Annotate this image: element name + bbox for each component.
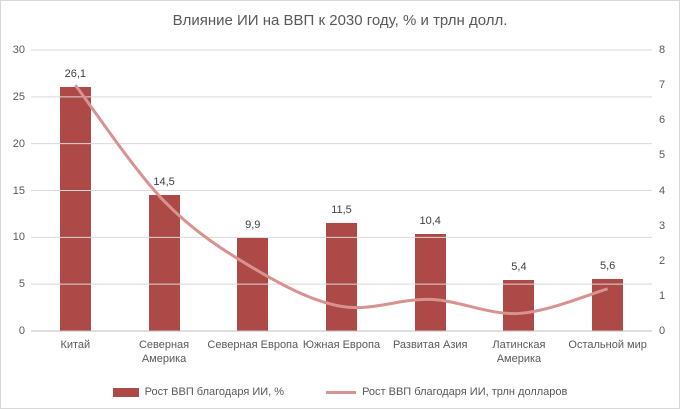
category-label: Остальной мир — [568, 339, 647, 351]
category-label: Северная Европа — [207, 339, 299, 351]
bar-value-label: 26,1 — [64, 67, 87, 80]
right-axis-tick-label: 8 — [659, 44, 666, 56]
left-axis-tick-label: 15 — [12, 184, 25, 197]
chart-title: Влияние ИИ на ВВП к 2030 году, % и трлн … — [172, 12, 508, 29]
right-axis-tick-label: 4 — [659, 184, 666, 197]
category-label: Южная Европа — [302, 339, 381, 351]
left-axis-tick-label: 5 — [18, 278, 25, 291]
bar-value-label: 9,9 — [245, 219, 261, 232]
bar-series-swatch-icon — [112, 387, 139, 397]
bar-Латинская Америка — [503, 280, 535, 331]
bar-Китай — [59, 86, 91, 331]
bar-value-label: 10,4 — [419, 214, 441, 227]
left-axis-tick-label: 25 — [12, 90, 25, 103]
left-axis-tick-label: 0 — [18, 325, 25, 337]
bar-Остальной мир — [592, 278, 624, 331]
right-axis-tick-label: 6 — [659, 114, 666, 127]
bar-Северная Америка — [148, 195, 180, 331]
right-axis-tick-label: 7 — [659, 79, 666, 92]
legend-item-bar-series: Рост ВВП благодаря ИИ, % — [112, 386, 285, 398]
left-axis-tick-label: 10 — [12, 231, 25, 244]
right-axis-tick-label: 2 — [659, 254, 666, 267]
line-series — [74, 84, 609, 316]
bar-value-label: 14,5 — [153, 176, 175, 189]
right-axis-tick-label: 0 — [659, 325, 666, 337]
legend-label-bar-series: Рост ВВП благодаря ИИ, % — [144, 386, 285, 398]
line-series-swatch-icon — [326, 390, 357, 394]
bar-value-label: 11,5 — [331, 204, 352, 217]
bar-value-label: 5,6 — [599, 259, 616, 272]
right-axis-tick-label: 1 — [659, 289, 666, 302]
left-axis-tick-label: 20 — [12, 137, 25, 150]
right-axis-tick-label: 3 — [659, 219, 666, 232]
category-label: Китай — [60, 339, 91, 351]
bar-value-label: 5,4 — [511, 261, 527, 274]
category-label: Развитая Азия — [392, 339, 468, 351]
bar-Развитая Азия — [414, 233, 446, 331]
left-axis-tick-label: 30 — [12, 44, 25, 56]
bar-Южная Европа — [326, 223, 357, 331]
legend: Рост ВВП благодаря ИИ, % Рост ВВП благод… — [1, 386, 679, 398]
legend-item-line-series: Рост ВВП благодаря ИИ, трлн долларов — [326, 386, 567, 398]
legend-label-line-series: Рост ВВП благодаря ИИ, трлн долларов — [362, 386, 568, 398]
right-axis-tick-label: 5 — [659, 149, 666, 162]
category-label: Северная Америка — [138, 339, 190, 365]
category-label: Латинская Америка — [492, 339, 546, 365]
